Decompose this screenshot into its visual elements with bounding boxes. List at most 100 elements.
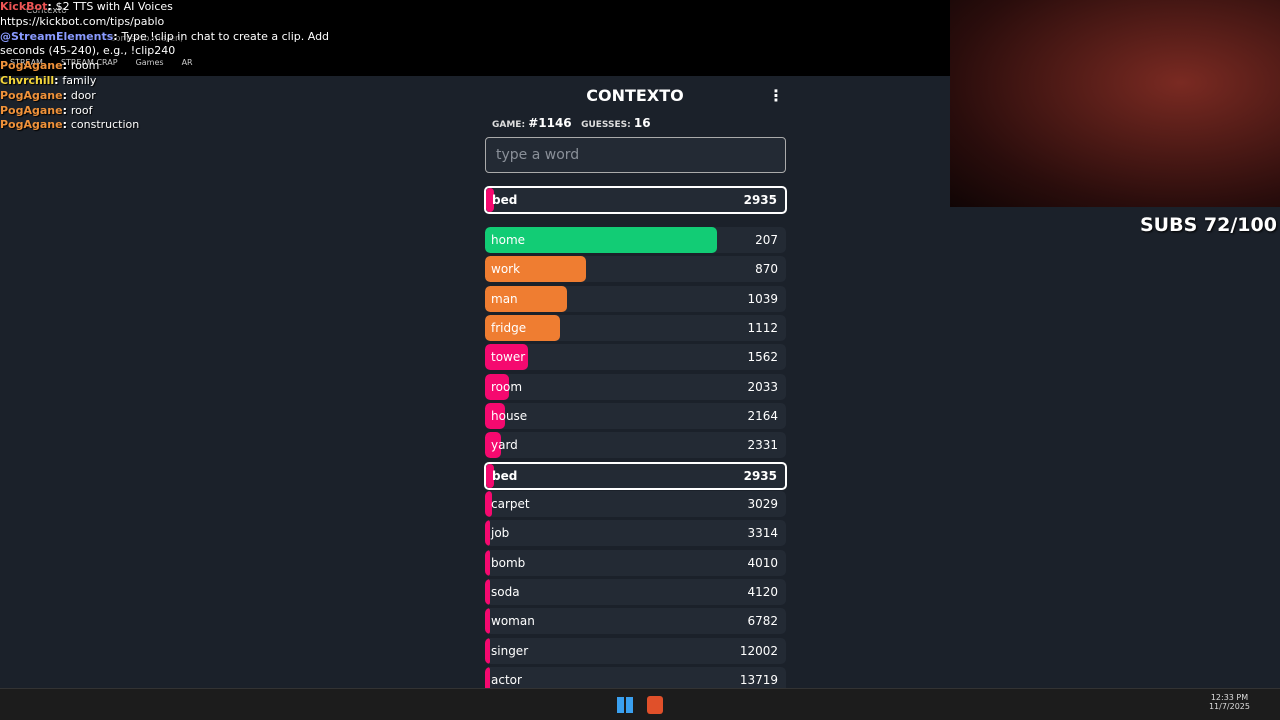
bookmark[interactable]: AR <box>181 58 193 67</box>
guess-row: singer 12002 <box>485 637 786 664</box>
guess-word: bed <box>492 193 518 207</box>
guess-word: actor <box>491 672 522 687</box>
word-input[interactable]: type a word <box>485 137 786 173</box>
browser-icon[interactable] <box>647 696 663 714</box>
subs-goal: SUBS 72/100 <box>1140 214 1277 236</box>
browser-bar: Contexto contexto.me/en/ STREAM STREAM CR… <box>0 0 950 76</box>
bookmark[interactable]: STREAM <box>10 58 43 67</box>
chat-message: roof <box>70 103 93 117</box>
chat-user: PogAgane <box>0 59 63 73</box>
distance-bar <box>485 314 560 341</box>
chat-message: door <box>70 88 96 102</box>
guess-distance: 3029 <box>747 496 778 511</box>
guess-row: job 3314 <box>485 520 786 547</box>
chat-message: family <box>62 73 97 87</box>
taskbar: 12:33 PM 11/7/2025 <box>0 688 1280 720</box>
guess-distance: 2033 <box>747 379 778 394</box>
distance-bar <box>485 608 490 635</box>
guess-word: house <box>491 408 528 423</box>
guess-distance: 1039 <box>747 291 778 306</box>
webcam <box>950 0 1280 207</box>
url[interactable]: contexto.me/en/ <box>110 34 184 44</box>
guess-row: bomb 4010 <box>485 549 786 576</box>
guess-row: yard 2331 <box>485 432 786 459</box>
distance-bar <box>485 432 502 459</box>
chat-user: @StreamElements <box>0 29 114 43</box>
tab-title: Contexto <box>26 6 67 16</box>
distance-bar <box>485 666 490 693</box>
chat-user: PogAgane <box>0 88 63 102</box>
chat-line: PogAgane: room <box>0 59 100 73</box>
chat-line: PogAgane: door <box>0 88 96 102</box>
chat-line: PogAgane: roof <box>0 103 93 117</box>
guess-word: singer <box>491 643 529 658</box>
guess-word: tower <box>491 350 526 365</box>
guess-row: home 207 <box>485 227 786 253</box>
guess-row: house 2164 <box>485 402 786 429</box>
guess-distance: 2164 <box>747 408 778 423</box>
distance-bar <box>485 373 509 400</box>
guess-word: home <box>491 233 526 247</box>
guess-row: man 1039 <box>485 285 786 312</box>
guess-row: room 2033 <box>485 373 786 400</box>
guess-distance: 2331 <box>747 438 778 453</box>
guess-word: yard <box>491 438 518 453</box>
guess-distance: 870 <box>755 262 778 277</box>
distance-bar <box>485 637 490 664</box>
tab[interactable]: Contexto <box>0 6 67 24</box>
guess-word: work <box>491 262 521 277</box>
guess-distance: 13719 <box>739 672 778 687</box>
guess-distance: 1562 <box>747 350 778 365</box>
guess-distance: 4120 <box>747 584 778 599</box>
guess-word: soda <box>491 584 520 599</box>
distance-bar <box>485 344 528 371</box>
guess-distance: 12002 <box>739 643 778 658</box>
menu-button[interactable]: ⋮ <box>768 86 784 105</box>
guess-row: tower 1562 <box>485 344 786 371</box>
guess-row: soda 4120 <box>485 578 786 605</box>
guess-distance: 4010 <box>747 555 778 570</box>
guess-row: woman 6782 <box>485 608 786 635</box>
guess-distance: 2935 <box>743 193 777 207</box>
guess-word: bed <box>492 468 518 483</box>
distance-bar <box>485 256 587 283</box>
guess-word: bomb <box>491 555 526 570</box>
clock: 12:33 PM 11/7/2025 <box>1209 693 1250 711</box>
chat-overlay: KickBot: $2 TTS with AI Voices https://k… <box>0 0 340 133</box>
guess-word: man <box>491 291 518 306</box>
guess-row: bed 2935 <box>484 461 787 490</box>
chat-line: PogAgane: construction <box>0 118 140 132</box>
guess-distance: 1112 <box>747 320 778 335</box>
guess-distance: 2935 <box>743 468 777 483</box>
date: 11/7/2025 <box>1208 702 1250 711</box>
guess-row: work 870 <box>485 256 786 283</box>
distance-bar <box>485 402 506 429</box>
start-button[interactable] <box>617 697 633 713</box>
distance-bar <box>485 490 492 517</box>
distance-bar <box>485 227 717 253</box>
chat-user: PogAgane <box>0 103 63 117</box>
guesses-label: GUESSES: <box>581 120 631 130</box>
guesses: 16 <box>633 116 651 130</box>
game-number: #1146 <box>528 116 572 130</box>
guess-distance: 3314 <box>747 526 778 541</box>
chat-line: KickBot: $2 TTS with AI Voices https://k… <box>0 0 173 28</box>
chat-message: room <box>70 59 100 73</box>
chat-user: PogAgane <box>0 118 63 132</box>
bookmark[interactable]: Games <box>135 58 164 67</box>
distance-bar <box>485 285 567 312</box>
guess-word: woman <box>491 614 535 629</box>
guess-word: carpet <box>491 496 530 511</box>
distance-bar <box>486 188 494 212</box>
distance-bar <box>485 549 490 576</box>
guess-distance: 6782 <box>747 614 778 629</box>
chat-line: @StreamElements: Type !clip in chat to c… <box>0 29 330 58</box>
bookmark[interactable]: STREAM CRAP <box>60 58 118 67</box>
distance-bar <box>485 520 490 547</box>
chat-line: Chvrchill: family <box>0 73 97 87</box>
guess-word: fridge <box>491 320 527 335</box>
game-label: GAME: <box>492 120 526 130</box>
distance-bar <box>485 578 490 605</box>
chat-user: Chvrchill <box>0 73 55 87</box>
